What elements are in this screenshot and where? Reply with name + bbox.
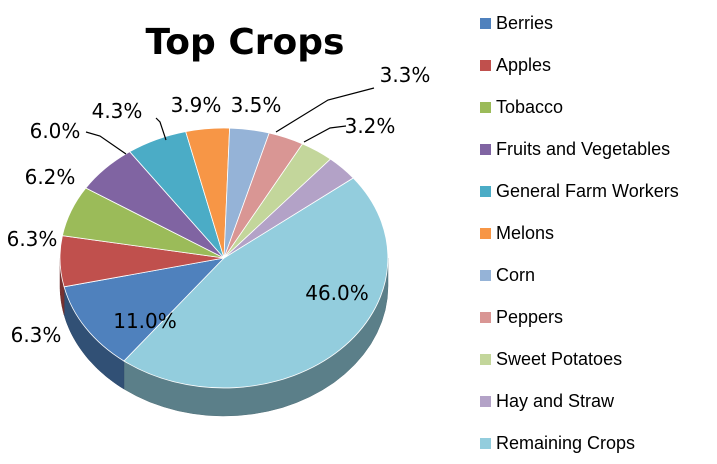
legend-swatch bbox=[480, 101, 491, 113]
data-label-berries: 11.0% bbox=[113, 309, 177, 333]
legend-item-general-farm-workers: General Farm Workers bbox=[480, 170, 717, 212]
legend-swatch bbox=[480, 227, 491, 239]
legend-label: Fruits and Vegetables bbox=[496, 138, 671, 159]
legend-swatch bbox=[480, 353, 491, 365]
legend-label: Sweet Potatoes bbox=[496, 348, 623, 369]
legend-item-hay-and-straw: Hay and Straw bbox=[480, 380, 717, 422]
pie-plot: 46.0% 11.0% 6.3% 6.3% 6.2% 6.0% 4.3% 3.9% 3.5% 3.… bbox=[7, 63, 431, 417]
data-label-hay-and-straw: 3.2% bbox=[345, 114, 396, 138]
chart-title: Top Crops bbox=[145, 22, 345, 63]
data-label-tobacco: 6.3% bbox=[7, 227, 58, 251]
legend-swatch bbox=[480, 185, 491, 197]
data-label-melons: 4.3% bbox=[92, 99, 143, 123]
leader-line-hay-and-straw bbox=[303, 125, 347, 143]
legend-item-melons: Melons bbox=[480, 212, 717, 254]
legend-item-fruits-and-vegetables: Fruits and Vegetables bbox=[480, 128, 717, 170]
legend-item-remaining-crops: Remaining Crops bbox=[480, 422, 717, 464]
pie-slice-berries bbox=[63, 257, 226, 362]
pie-slice-hay-and-straw bbox=[223, 158, 354, 259]
legend-label: General Farm Workers bbox=[496, 180, 679, 201]
legend-label: Corn bbox=[496, 264, 536, 285]
legend-label: Melons bbox=[496, 222, 555, 243]
legend-swatch bbox=[480, 143, 491, 155]
leader-line-sweet-potatoes bbox=[275, 87, 375, 133]
data-label-peppers: 3.5% bbox=[231, 93, 282, 117]
legend-item-corn: Corn bbox=[480, 254, 717, 296]
legend-label: Peppers bbox=[496, 306, 564, 327]
legend-swatch bbox=[480, 269, 491, 281]
legend-swatch bbox=[480, 395, 491, 407]
pie-chart: Top Crops 46.0% 11.0% 6.3% 6.3% 6.2% 6.0% 4.3%… bbox=[7, 13, 679, 453]
legend-item-peppers: Peppers bbox=[480, 296, 717, 338]
legend-item-apples: Apples bbox=[480, 44, 717, 86]
pie-slice-remaining-crops bbox=[123, 177, 389, 389]
legend-item-tobacco: Tobacco bbox=[480, 86, 717, 128]
legend-label: Hay and Straw bbox=[496, 390, 615, 411]
legend-swatch bbox=[480, 311, 491, 323]
data-label-sweet-potatoes: 3.3% bbox=[380, 63, 431, 87]
legend-swatch bbox=[480, 437, 491, 449]
legend-label: Tobacco bbox=[496, 96, 564, 117]
data-label-apples: 6.3% bbox=[11, 323, 62, 347]
chart-legend: Berries Apples Tobacco Fruits and Vegetable… bbox=[480, 2, 717, 464]
legend-swatch bbox=[480, 59, 491, 71]
leader-line-general-farm-workers bbox=[85, 131, 127, 155]
legend-label: Apples bbox=[496, 54, 552, 75]
legend-item-sweet-potatoes: Sweet Potatoes bbox=[480, 338, 717, 380]
data-label-general-farm-workers: 6.0% bbox=[30, 119, 81, 143]
leader-line-melons bbox=[155, 117, 167, 141]
data-label-fruits-and-vegetables: 6.2% bbox=[25, 165, 76, 189]
data-label-corn: 3.9% bbox=[171, 93, 222, 117]
legend-swatch bbox=[480, 17, 491, 29]
legend-label: Remaining Crops bbox=[496, 432, 636, 453]
legend-label: Berries bbox=[496, 12, 554, 33]
legend-item-berries: Berries bbox=[480, 2, 717, 44]
data-label-remaining-crops: 46.0% bbox=[305, 281, 369, 305]
